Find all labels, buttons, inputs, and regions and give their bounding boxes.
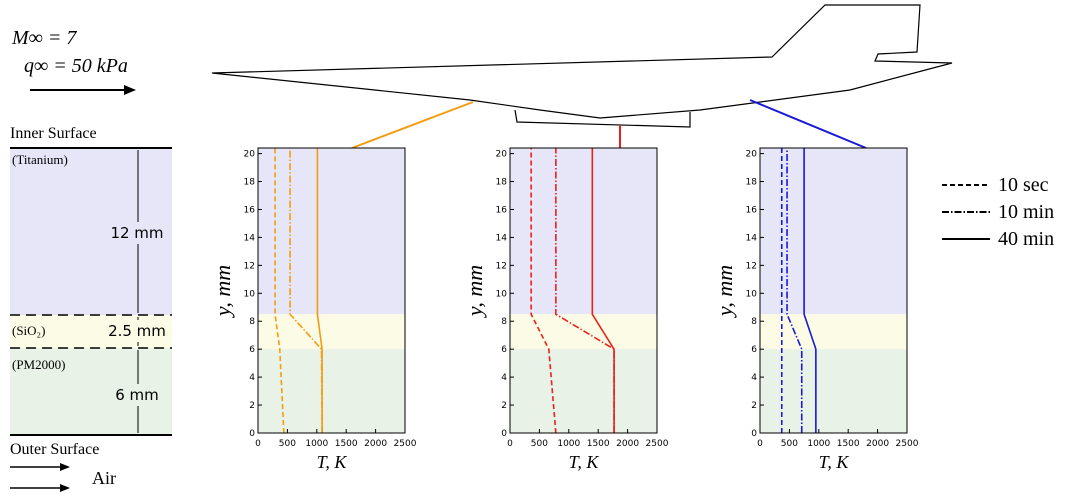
y-tick-label: 2 — [249, 401, 255, 411]
x-tick-label: 1500 — [335, 439, 358, 449]
y-tick-label: 10 — [496, 289, 508, 299]
x-tick-label: 0 — [507, 439, 513, 449]
y-tick-label: 14 — [244, 233, 256, 243]
x-tick-label: 2000 — [616, 439, 639, 449]
y-tick-label: 18 — [496, 178, 508, 188]
y-axis-label: y, mm — [210, 265, 235, 318]
legend-label: 40 min — [998, 228, 1054, 250]
y-tick-label: 4 — [501, 373, 507, 383]
legend-label: 10 min — [998, 201, 1054, 223]
y-tick-label: 4 — [249, 373, 255, 383]
y-tick-label: 2 — [501, 401, 507, 411]
y-tick-label: 14 — [746, 233, 758, 243]
x-tick-label: 500 — [531, 439, 548, 449]
layer-thickness: 2.5 mm — [108, 322, 166, 340]
y-tick-label: 6 — [249, 345, 255, 355]
y-tick-label: 12 — [244, 261, 255, 271]
y-tick-label: 16 — [496, 205, 508, 215]
page: M∞ = 7 q∞ = 50 kPa Inner Surface (Titani… — [0, 0, 1086, 501]
layer-band — [510, 148, 657, 314]
x-axis-label: T, K — [819, 452, 850, 472]
y-tick-label: 0 — [501, 429, 507, 439]
dynamic-pressure: q∞ = 50 kPa — [24, 55, 128, 77]
x-tick-label: 1000 — [807, 439, 830, 449]
layer-thickness: 12 mm — [110, 224, 163, 242]
x-tick-label: 500 — [279, 439, 296, 449]
air-arrowhead — [60, 484, 70, 492]
x-tick-label: 2000 — [364, 439, 387, 449]
connector — [352, 102, 473, 148]
aircraft — [212, 5, 952, 118]
x-axis-label: T, K — [317, 452, 348, 472]
x-tick-label: 2500 — [896, 439, 919, 449]
connector — [750, 100, 866, 148]
x-tick-label: 0 — [757, 439, 763, 449]
y-tick-label: 8 — [501, 317, 507, 327]
y-tick-label: 20 — [746, 150, 758, 160]
layer-material: (Titanium) — [12, 152, 68, 167]
y-tick-label: 18 — [746, 178, 758, 188]
y-tick-label: 0 — [249, 429, 255, 439]
layer-thickness: 6 mm — [115, 386, 159, 404]
y-tick-label: 10 — [244, 289, 256, 299]
y-tick-label: 0 — [751, 429, 757, 439]
layer-band — [258, 314, 405, 349]
y-tick-label: 12 — [746, 261, 757, 271]
x-tick-label: 1500 — [837, 439, 860, 449]
x-tick-label: 0 — [255, 439, 261, 449]
y-tick-label: 8 — [751, 317, 757, 327]
x-tick-label: 1000 — [305, 439, 328, 449]
y-tick-label: 4 — [751, 373, 757, 383]
y-tick-label: 10 — [746, 289, 758, 299]
layer-material: (PM2000) — [12, 357, 65, 372]
x-axis-label: T, K — [569, 452, 600, 472]
air-arrowhead — [60, 463, 70, 471]
y-tick-label: 16 — [746, 205, 758, 215]
legend-label: 10 sec — [998, 174, 1049, 196]
y-tick-label: 12 — [496, 261, 507, 271]
y-tick-label: 8 — [249, 317, 255, 327]
x-tick-label: 500 — [781, 439, 798, 449]
y-tick-label: 20 — [244, 150, 256, 160]
y-tick-label: 14 — [496, 233, 508, 243]
layer-material: (SiO₂) — [12, 323, 45, 338]
y-tick-label: 2 — [751, 401, 757, 411]
figure: M∞ = 7 q∞ = 50 kPa Inner Surface (Titani… — [0, 0, 1086, 501]
inner-surface: Inner Surface — [10, 125, 97, 142]
outer-surface: Outer Surface — [10, 441, 99, 458]
y-tick-label: 20 — [496, 150, 508, 160]
layer-band — [258, 148, 405, 314]
x-tick-label: 1500 — [587, 439, 610, 449]
y-tick-label: 6 — [501, 345, 507, 355]
y-tick-label: 18 — [244, 178, 256, 188]
mach: M∞ = 7 — [11, 27, 77, 49]
x-tick-label: 1000 — [557, 439, 580, 449]
x-tick-label: 2000 — [866, 439, 889, 449]
air-label: Air — [92, 468, 116, 488]
y-axis-label: y, mm — [712, 265, 737, 318]
y-tick-label: 6 — [751, 345, 757, 355]
x-tick-label: 2500 — [394, 439, 417, 449]
y-tick-label: 16 — [244, 205, 256, 215]
flow-arrowhead — [124, 85, 136, 95]
layer-band — [510, 349, 657, 433]
y-axis-label: y, mm — [462, 265, 487, 318]
x-tick-label: 2500 — [646, 439, 669, 449]
layer-band — [258, 349, 405, 433]
